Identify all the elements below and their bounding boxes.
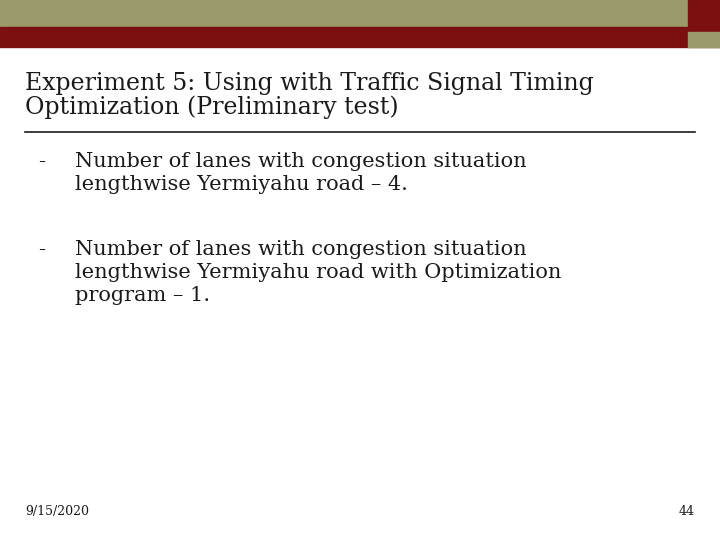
Bar (688, 0, 720, 32)
Text: Number of lanes with congestion situation: Number of lanes with congestion situatio… (75, 152, 526, 171)
Text: 9/15/2020: 9/15/2020 (25, 505, 89, 518)
Text: lengthwise Yermiyahu road – 4.: lengthwise Yermiyahu road – 4. (75, 175, 408, 194)
Text: Number of lanes with congestion situation: Number of lanes with congestion situatio… (75, 240, 526, 259)
Text: Experiment 5: Using with Traffic Signal Timing: Experiment 5: Using with Traffic Signal … (25, 72, 594, 95)
Text: lengthwise Yermiyahu road with Optimization: lengthwise Yermiyahu road with Optimizat… (75, 263, 562, 282)
Bar (0, 27, 720, 47)
Text: Optimization (Preliminary test): Optimization (Preliminary test) (25, 95, 399, 119)
Text: -: - (38, 152, 45, 171)
Bar (688, 32, 720, 47)
Text: -: - (38, 240, 45, 259)
Bar (0, 0, 720, 27)
Text: 44: 44 (679, 505, 695, 518)
Text: program – 1.: program – 1. (75, 286, 210, 305)
